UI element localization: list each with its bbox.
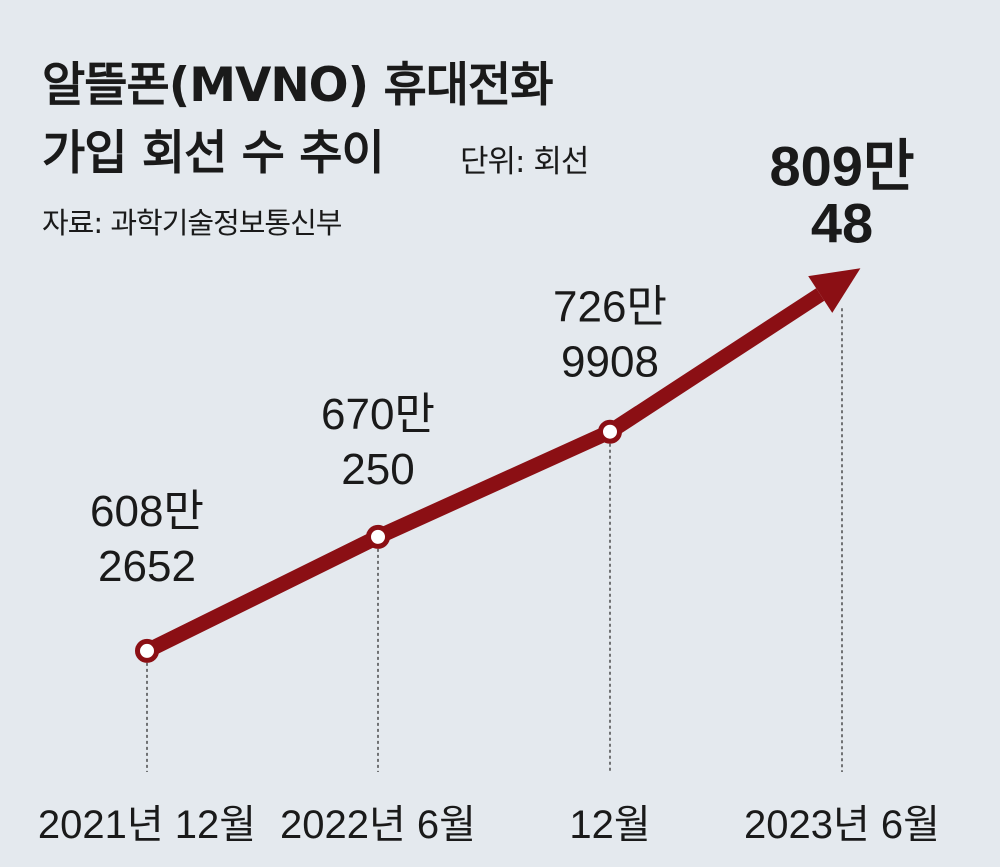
source-label: 자료: 과학기술정보통신부 [42,206,342,240]
data-label: 250 [341,445,414,494]
arrow-head [808,268,861,313]
x-tick-label: 2023년 6월 [744,803,940,847]
chart-title: 알뜰폰(MVNO) 휴대전화 가입 회선 수 추이 [42,52,553,188]
unit-label: 단위: 회선 [460,144,589,180]
data-label: 670만 [321,390,435,439]
data-label: 2652 [98,542,196,591]
data-label: 726만 [553,283,667,332]
data-label: 48 [811,191,873,254]
x-tick-label: 2021년 12월 [38,803,256,847]
data-point [366,524,390,549]
data-label: 9908 [561,338,659,387]
data-point [598,419,622,444]
data-label: 809만 [770,134,915,197]
x-tick-label: 2022년 6월 [280,803,476,847]
series-line [143,288,825,658]
chart-title-line2: 가입 회선 수 추이 [42,126,385,181]
data-label: 608만 [90,487,204,536]
chart-title-line1: 알뜰폰(MVNO) 휴대전화 [42,58,553,113]
data-point [135,638,159,663]
x-tick-label: 12월 [569,803,650,847]
